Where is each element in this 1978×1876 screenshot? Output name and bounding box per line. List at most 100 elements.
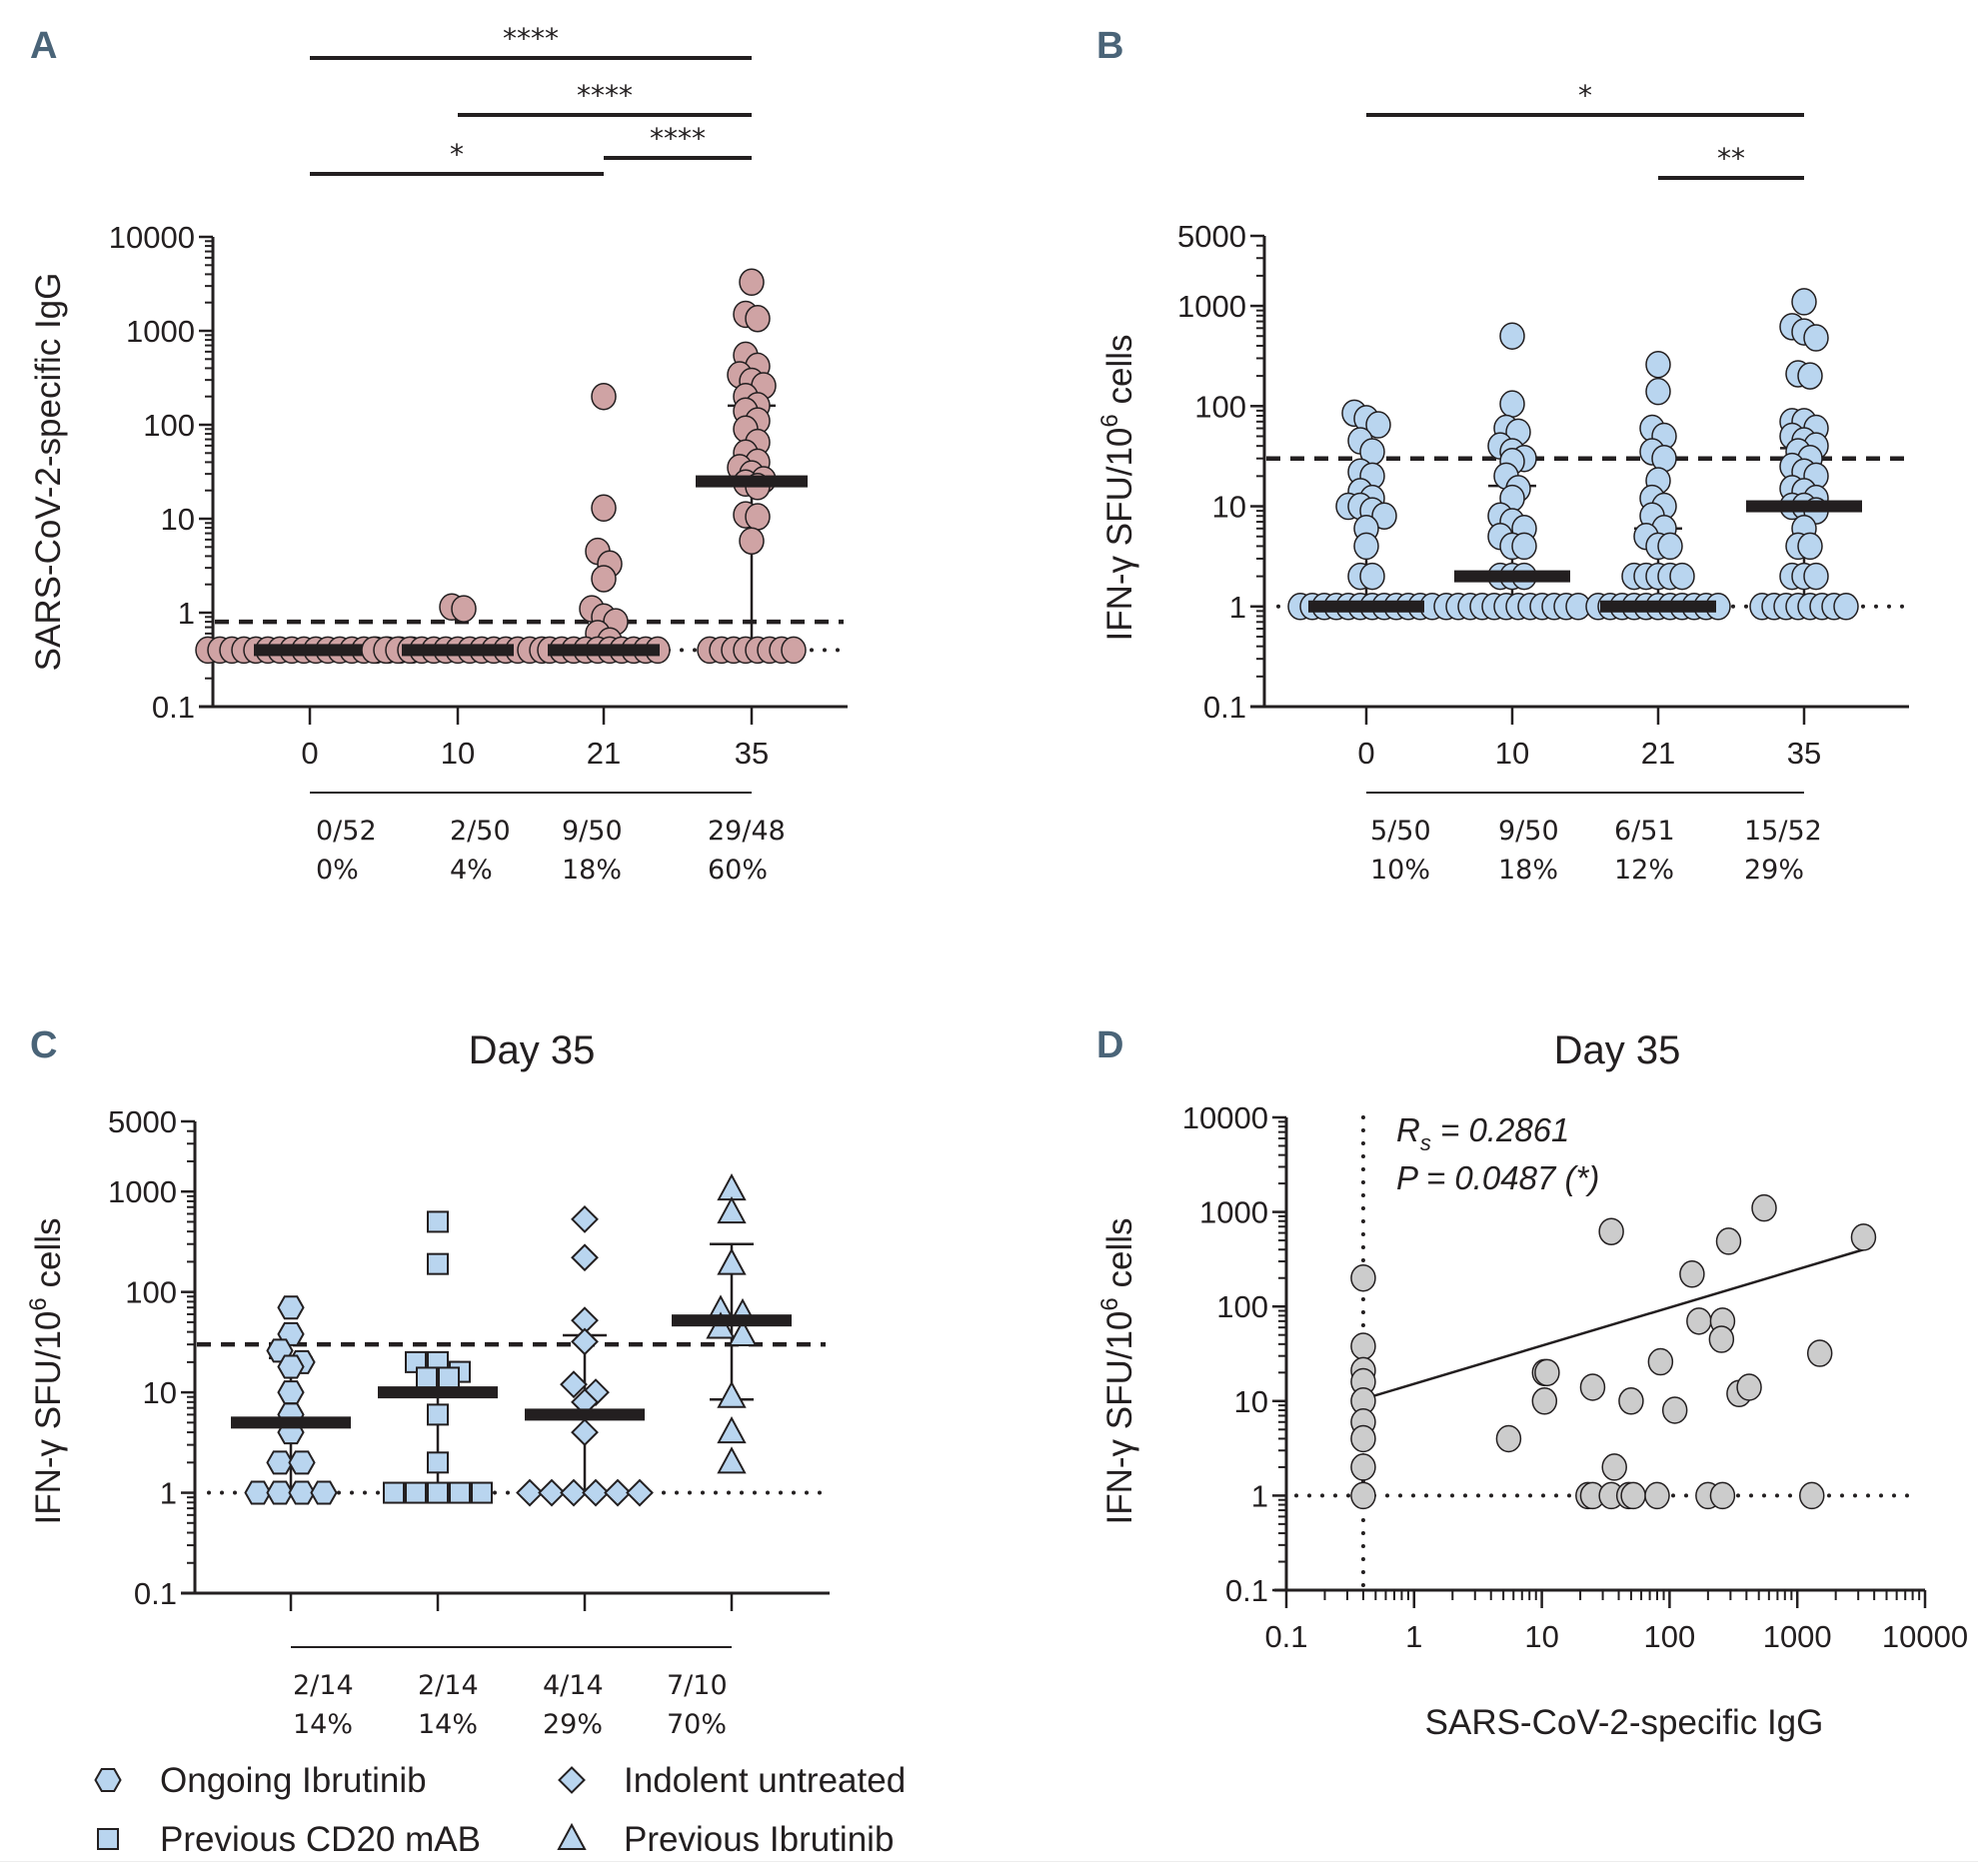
chart-title-d: Day 35	[1554, 1028, 1681, 1072]
x-tick-label: 0	[1357, 736, 1374, 771]
x-tick-label: 10000	[1882, 1619, 1968, 1654]
y-tick-label: 1000	[108, 1174, 177, 1209]
y-tick-label: 5000	[108, 1104, 177, 1139]
legend-marker-square	[97, 1828, 119, 1850]
series-4	[672, 1172, 792, 1474]
data-point	[1791, 288, 1817, 316]
significance-label: ****	[503, 22, 559, 55]
data-point	[1365, 411, 1391, 439]
responder-percent: 18%	[1498, 855, 1558, 886]
y-tick-label: 0.1	[1225, 1573, 1268, 1608]
data-point	[1708, 1325, 1735, 1353]
legend-c: Ongoing Ibrutinib Indolent untreated Previ…	[94, 1761, 906, 1859]
x-tick-label: 1000	[1763, 1619, 1832, 1654]
series-1	[1287, 399, 1445, 621]
panel-b: B IFN-γ SFU/106 cells 0.1 1 10 100 1000 5000 0…	[1096, 25, 1909, 886]
data-point	[1495, 1424, 1522, 1453]
panel-letter-a: A	[30, 25, 57, 67]
data-point	[717, 1247, 747, 1275]
data-point	[1647, 1347, 1674, 1376]
panel-letter-c: C	[30, 1024, 57, 1066]
data-point	[1598, 1217, 1624, 1245]
responder-percent: 4%	[450, 855, 493, 886]
responder-percent: 0%	[316, 855, 359, 886]
data-point	[1679, 1260, 1705, 1288]
x-tick-label: 21	[1641, 736, 1675, 771]
legend-item: Previous CD20 mAB	[97, 1820, 481, 1859]
plot-area-d: 0.1 1 10 100 1000 10000 0.1 1 10 100 1000 10000 Rs =…	[1182, 1100, 1968, 1654]
y-tick-label: 10	[1212, 490, 1246, 525]
bottom-rule	[0, 1861, 1978, 1862]
data-point	[1531, 1387, 1558, 1415]
data-point	[717, 1195, 747, 1224]
responder-fraction: 29/48	[708, 816, 786, 847]
significance-label: *	[1578, 79, 1592, 112]
data-point	[1601, 1453, 1627, 1481]
data-point	[745, 503, 771, 531]
data-point	[1686, 1307, 1712, 1335]
y-tick-label: 0.1	[152, 690, 195, 725]
data-point	[451, 595, 477, 623]
data-point	[1751, 1193, 1777, 1222]
responder-fraction: 9/50	[1498, 816, 1559, 847]
data-point	[604, 1478, 632, 1507]
y-axis-title-c: IFN-γ SFU/106 cells	[25, 1217, 68, 1524]
legend-item: Previous Ibrutinib	[557, 1820, 894, 1859]
responder-fraction: 5/50	[1370, 816, 1431, 847]
data-point	[571, 1243, 599, 1272]
x-tick-label: 0.1	[1264, 1619, 1307, 1654]
plot-area-c: 0.1 1 10 100 1000 5000 2/14 14% 2/14 14% 4/14 29% 7/…	[108, 1104, 830, 1740]
data-point	[1799, 1481, 1825, 1510]
data-point	[310, 1480, 338, 1505]
median-bar	[525, 1408, 645, 1421]
panel-letter-b: B	[1096, 25, 1123, 67]
y-tick-label: 100	[1216, 1289, 1268, 1324]
y-tick-label: 1	[1229, 590, 1246, 625]
series-2	[361, 593, 555, 665]
responder-fraction: 0/52	[316, 816, 377, 847]
data-point	[538, 1478, 566, 1507]
responder-percent: 29%	[543, 1709, 603, 1740]
data-point	[717, 1380, 747, 1408]
data-point	[745, 304, 771, 333]
data-point	[717, 1446, 747, 1474]
data-point	[1350, 1453, 1376, 1481]
data-point	[1620, 1481, 1646, 1510]
x-tick-label: 1	[1405, 1619, 1422, 1654]
data-point	[427, 1252, 449, 1275]
responder-percent: 12%	[1614, 855, 1674, 886]
data-point	[1644, 1481, 1670, 1510]
series-3	[537, 382, 671, 665]
data-point	[571, 1418, 599, 1446]
data-point	[571, 1327, 599, 1356]
data-point	[717, 1415, 747, 1444]
responder-fraction: 15/52	[1744, 816, 1822, 847]
data-point	[1715, 1227, 1742, 1255]
data-point	[1709, 1481, 1736, 1510]
y-axis-title-text: IFN-γ SFU/106 cells	[25, 1217, 68, 1524]
series-3	[1585, 350, 1731, 621]
data-point	[438, 1366, 460, 1389]
y-tick-label: 5000	[1177, 219, 1246, 254]
median-bar	[1746, 500, 1862, 513]
responder-fraction: 4/14	[543, 1670, 604, 1701]
data-point	[427, 1481, 449, 1504]
data-point	[560, 1370, 588, 1399]
significance-label: *	[450, 138, 464, 171]
data-point	[1803, 324, 1829, 352]
data-point	[1797, 532, 1823, 561]
data-point	[728, 1318, 758, 1347]
data-point	[1499, 390, 1525, 418]
y-tick-label: 100	[125, 1275, 177, 1310]
data-point	[1350, 1263, 1376, 1292]
data-point	[571, 1204, 599, 1233]
data-point	[288, 1450, 316, 1475]
legend-item: Ongoing Ibrutinib	[94, 1761, 427, 1800]
data-point	[1618, 1387, 1644, 1415]
y-tick-label: 10	[161, 502, 195, 537]
responder-percent: 14%	[418, 1709, 478, 1740]
y-tick-label: 0.1	[1203, 690, 1246, 725]
